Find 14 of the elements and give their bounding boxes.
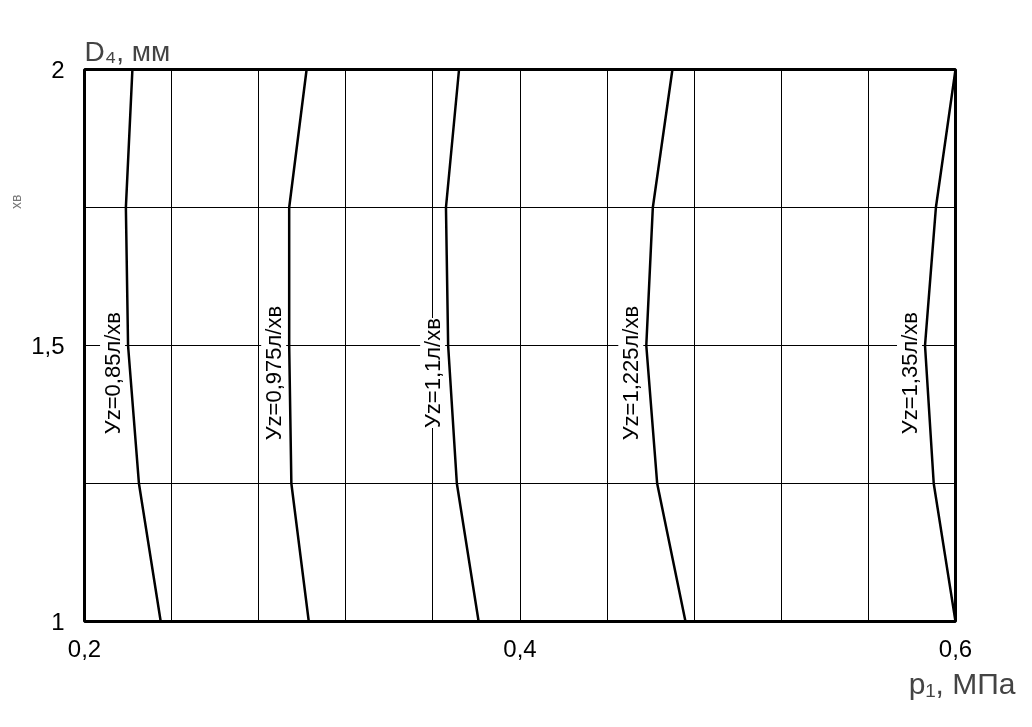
text: Уz=0,975л/хв — [261, 305, 287, 441]
y-tick-label: 1 — [51, 608, 65, 635]
x-axis-title: p₁, МПа — [908, 666, 1016, 700]
y-tick-label: 1,5 — [31, 332, 65, 359]
x-tick-label: 0,6 — [938, 634, 973, 662]
text: Уz=1,1л/хв — [420, 318, 446, 429]
text: Уz=1,225л/хв — [618, 305, 644, 441]
text: Уz=0,85л/хв — [100, 311, 126, 435]
x-tick-label: 0,4 — [503, 634, 537, 662]
text: Уz=1,35л/хв — [897, 311, 923, 435]
x-tick-label: 0,2 — [67, 634, 102, 662]
y-tick-label: 2 — [51, 56, 65, 83]
y-axis-title: D₄, мм — [84, 35, 171, 67]
text: хв — [7, 194, 24, 209]
